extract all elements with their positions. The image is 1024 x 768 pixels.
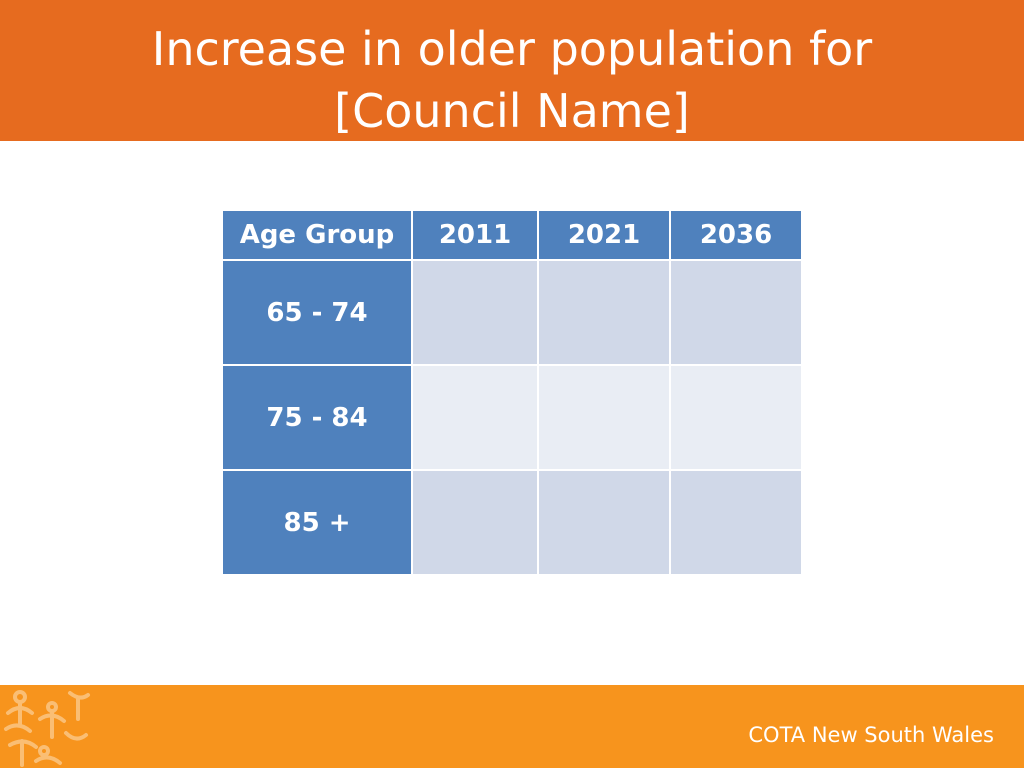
table-row: 65 - 74 bbox=[221, 259, 803, 366]
footer-bar: COTA New South Wales bbox=[0, 685, 1024, 768]
title-bar: Increase in older population for [Counci… bbox=[0, 0, 1024, 141]
slide-title: Increase in older population for [Counci… bbox=[0, 18, 1024, 142]
row-label-age-group: 65 - 74 bbox=[221, 259, 413, 366]
table-cell-2021 bbox=[537, 364, 671, 471]
table-row: 85 + bbox=[221, 469, 803, 576]
header-2036: 2036 bbox=[669, 209, 803, 261]
abstract-figures-pattern-icon bbox=[4, 690, 90, 767]
row-label-age-group: 85 + bbox=[221, 469, 413, 576]
table-cell-2036 bbox=[669, 259, 803, 366]
footer-organization-name: COTA New South Wales bbox=[748, 723, 994, 747]
header-age-group: Age Group bbox=[221, 209, 413, 261]
population-table: Age Group 2011 2021 2036 65 - 74 75 - 84… bbox=[221, 209, 803, 576]
row-label-age-group: 75 - 84 bbox=[221, 364, 413, 471]
slide-title-line-2: [Council Name] bbox=[334, 84, 690, 138]
table-cell-2036 bbox=[669, 469, 803, 576]
table-cell-2011 bbox=[411, 364, 539, 471]
header-2011: 2011 bbox=[411, 209, 539, 261]
table-cell-2036 bbox=[669, 364, 803, 471]
table-cell-2021 bbox=[537, 259, 671, 366]
slide-title-line-1: Increase in older population for bbox=[151, 22, 873, 76]
table-cell-2021 bbox=[537, 469, 671, 576]
table-cell-2011 bbox=[411, 469, 539, 576]
table-row: 75 - 84 bbox=[221, 364, 803, 471]
header-2021: 2021 bbox=[537, 209, 671, 261]
table-cell-2011 bbox=[411, 259, 539, 366]
table-header-row: Age Group 2011 2021 2036 bbox=[221, 209, 803, 261]
